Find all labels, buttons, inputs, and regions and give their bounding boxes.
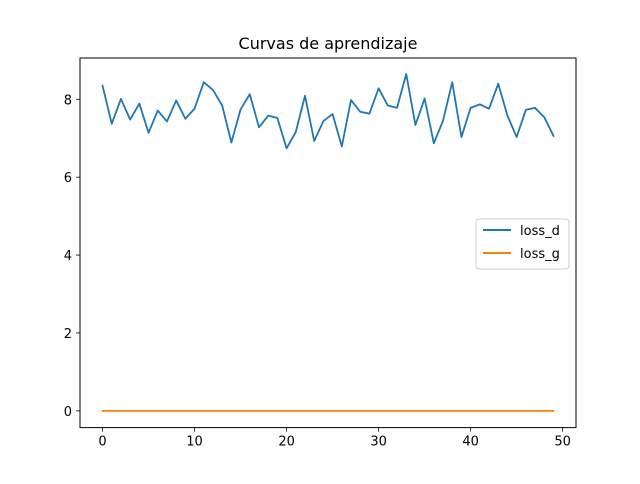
legend-box — [475, 218, 570, 270]
series-line-loss-d — [101, 73, 555, 150]
legend: loss_d loss_g — [475, 218, 570, 270]
x-tick-label: 30 — [370, 435, 387, 450]
x-tick-label: 20 — [278, 435, 295, 450]
y-axis: 0 2 4 6 8 — [64, 93, 80, 420]
plot-area — [101, 73, 555, 412]
x-tick-label: 0 — [98, 435, 106, 450]
legend-label-loss-g: loss_g — [520, 247, 560, 262]
chart-title: Curvas de aprendizaje — [239, 34, 418, 53]
x-tick-label: 50 — [554, 435, 571, 450]
x-tick-label: 40 — [462, 435, 479, 450]
y-tick-label: 2 — [64, 327, 72, 342]
y-tick-label: 6 — [64, 171, 72, 186]
legend-label-loss-d: loss_d — [520, 224, 560, 239]
axes-frame — [79, 57, 577, 429]
x-tick-label: 10 — [186, 435, 203, 450]
y-tick-label: 8 — [64, 93, 72, 108]
y-tick-label: 0 — [64, 405, 72, 420]
x-axis: 0 10 20 30 40 50 — [98, 427, 571, 450]
y-tick-label: 4 — [64, 249, 72, 264]
